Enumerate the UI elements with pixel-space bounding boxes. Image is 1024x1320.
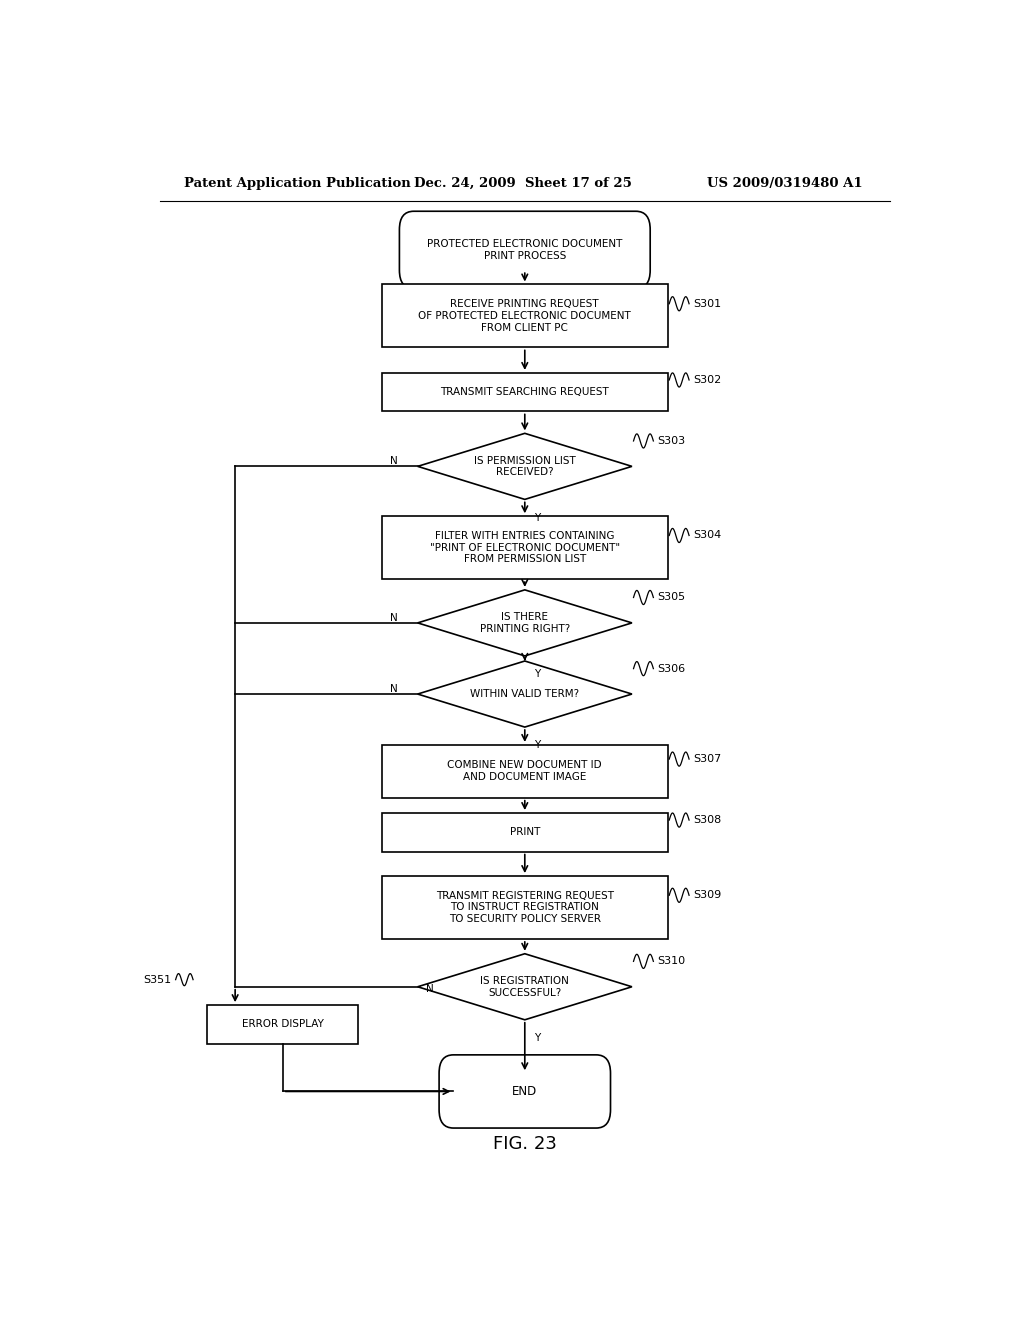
Bar: [382, 516, 668, 579]
Text: US 2009/0319480 A1: US 2009/0319480 A1: [708, 177, 863, 190]
Text: Y: Y: [535, 1034, 541, 1043]
Bar: [382, 744, 668, 797]
Bar: [382, 876, 668, 939]
Polygon shape: [418, 590, 632, 656]
Text: Patent Application Publication: Patent Application Publication: [183, 177, 411, 190]
Text: Y: Y: [535, 669, 541, 680]
Bar: [207, 1005, 358, 1044]
Text: S309: S309: [693, 890, 721, 900]
Text: TRANSMIT SEARCHING REQUEST: TRANSMIT SEARCHING REQUEST: [440, 387, 609, 397]
Text: IS REGISTRATION
SUCCESSFUL?: IS REGISTRATION SUCCESSFUL?: [480, 975, 569, 998]
Text: TRANSMIT REGISTERING REQUEST
TO INSTRUCT REGISTRATION
TO SECURITY POLICY SERVER: TRANSMIT REGISTERING REQUEST TO INSTRUCT…: [436, 891, 613, 924]
Text: S351: S351: [143, 974, 172, 985]
Text: N: N: [390, 612, 397, 623]
Text: Y: Y: [535, 512, 541, 523]
Polygon shape: [418, 433, 632, 499]
Bar: [382, 813, 668, 851]
Text: N: N: [426, 983, 433, 994]
Polygon shape: [418, 954, 632, 1020]
Text: S302: S302: [693, 375, 721, 385]
Text: IS PERMISSION LIST
RECEIVED?: IS PERMISSION LIST RECEIVED?: [474, 455, 575, 477]
Text: S304: S304: [693, 531, 721, 540]
Text: Dec. 24, 2009  Sheet 17 of 25: Dec. 24, 2009 Sheet 17 of 25: [414, 177, 632, 190]
Text: END: END: [512, 1085, 538, 1098]
Text: S310: S310: [657, 957, 685, 966]
Text: FILTER WITH ENTRIES CONTAINING
"PRINT OF ELECTRONIC DOCUMENT"
FROM PERMISSION LI: FILTER WITH ENTRIES CONTAINING "PRINT OF…: [430, 531, 620, 564]
Text: PROTECTED ELECTRONIC DOCUMENT
PRINT PROCESS: PROTECTED ELECTRONIC DOCUMENT PRINT PROC…: [427, 239, 623, 260]
FancyBboxPatch shape: [439, 1055, 610, 1129]
Bar: [382, 284, 668, 347]
Text: S301: S301: [693, 298, 721, 309]
Text: S305: S305: [657, 593, 685, 602]
Text: IS THERE
PRINTING RIGHT?: IS THERE PRINTING RIGHT?: [479, 612, 570, 634]
Text: PRINT: PRINT: [510, 828, 540, 837]
Text: S306: S306: [657, 664, 685, 673]
Text: FIG. 23: FIG. 23: [493, 1135, 557, 1154]
Text: COMBINE NEW DOCUMENT ID
AND DOCUMENT IMAGE: COMBINE NEW DOCUMENT ID AND DOCUMENT IMA…: [447, 760, 602, 781]
Text: S307: S307: [693, 754, 721, 764]
FancyBboxPatch shape: [399, 211, 650, 289]
Polygon shape: [418, 661, 632, 727]
Text: WITHIN VALID TERM?: WITHIN VALID TERM?: [470, 689, 580, 700]
Bar: [382, 372, 668, 412]
Text: S308: S308: [693, 814, 721, 825]
Text: Y: Y: [535, 741, 541, 750]
Text: N: N: [390, 684, 397, 694]
Text: RECEIVE PRINTING REQUEST
OF PROTECTED ELECTRONIC DOCUMENT
FROM CLIENT PC: RECEIVE PRINTING REQUEST OF PROTECTED EL…: [419, 300, 631, 333]
Text: N: N: [390, 457, 397, 466]
Text: ERROR DISPLAY: ERROR DISPLAY: [242, 1019, 324, 1030]
Text: S303: S303: [657, 436, 685, 446]
